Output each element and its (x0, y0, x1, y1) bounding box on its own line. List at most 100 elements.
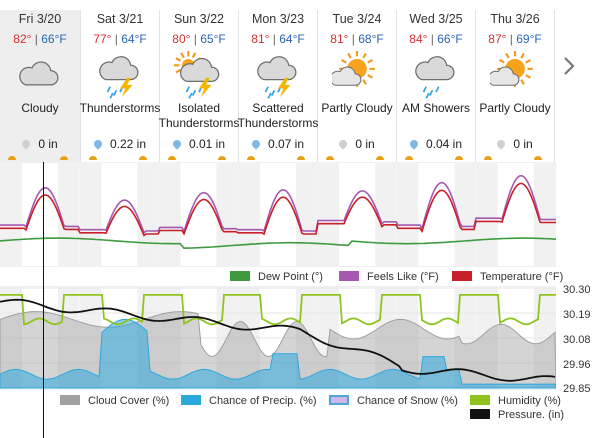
sunrise-icon (247, 156, 255, 160)
precip-amount: 0.01 in (160, 137, 238, 151)
chevron-right-icon (564, 57, 575, 75)
legend-humidity: Humidity (%) (470, 395, 561, 407)
night-band (58, 162, 79, 267)
condition-text: AM Showers (401, 101, 471, 115)
raindrop-icon (250, 138, 262, 150)
thunderstorm-icon (99, 56, 139, 99)
day-date: Sun 3/22 (173, 12, 225, 26)
legend-chance-precip: Chance of Precip. (%) (181, 395, 317, 407)
sun-times (160, 152, 238, 160)
precip-amount-value: 0 in (513, 137, 533, 151)
day-temps: 81° | 68°F (330, 32, 384, 46)
day-column[interactable]: Thu 3/26 87° | 69°F Partly Cloudy 0 in (476, 10, 555, 162)
legend-chance-precip-label: Chance of Precip. (%) (209, 395, 317, 407)
night-band (295, 162, 317, 267)
raindrop-icon (92, 138, 104, 150)
sunset-icon (218, 156, 226, 160)
high-temp: 81° (330, 32, 349, 46)
sunrise-icon (484, 156, 492, 160)
precip-amount: 0.04 in (397, 137, 475, 151)
sun-times (0, 152, 80, 160)
sun-times (476, 152, 554, 160)
temperature-line (0, 182, 556, 237)
chance-of-precip-area (0, 318, 556, 389)
pressure-tick-label: 30.19 (563, 309, 591, 321)
sunset-icon (60, 156, 68, 160)
precip-amount-value: 0 in (38, 137, 58, 151)
time-cursor[interactable] (43, 162, 44, 438)
condition-text: Thunderstorms (79, 101, 161, 115)
day-date: Thu 3/26 (490, 12, 540, 26)
legend-cloud-cover: Cloud Cover (%) (60, 395, 169, 407)
condition-text: Partly Cloudy (479, 101, 551, 115)
condition-text: Isolated Thunderstorms (158, 101, 240, 130)
legend-temperature-label: Temperature (°F) (480, 271, 564, 283)
sun-times (318, 152, 396, 160)
legend-feels-like: Feels Like (°F) (339, 271, 439, 283)
legend-humidity-label: Humidity (%) (498, 395, 561, 407)
raindrop-icon (495, 138, 507, 150)
night-band (317, 162, 340, 267)
night-band (396, 162, 419, 267)
high-temp: 84° (409, 32, 428, 46)
night-band (216, 162, 238, 267)
day-date: Wed 3/25 (409, 12, 463, 26)
raindrop-icon (337, 138, 349, 150)
isolated-thunderstorm-icon (174, 51, 220, 99)
low-temp: 65°F (200, 32, 226, 46)
day-temps: 80° | 65°F (172, 32, 226, 46)
feels-like-line (0, 175, 556, 235)
sun-times (239, 152, 317, 160)
day-column[interactable]: Sat 3/21 77° | 64°F Thunderstorms 0.22 in (80, 10, 160, 162)
legend-temperature: Temperature (°F) (452, 271, 563, 283)
legend-pressure-label: Pressure. (in) (498, 409, 565, 421)
precip-amount: 0 in (318, 137, 396, 151)
sun-times (81, 152, 159, 160)
pressure-tick-label: 30.30 (563, 284, 591, 296)
precip-amount: 0.07 in (239, 137, 317, 151)
precip-amount: 0.22 in (81, 137, 159, 151)
humidity-line (0, 294, 556, 326)
precip-amount-value: 0 in (355, 137, 375, 151)
pressure-line (0, 298, 556, 382)
day-column[interactable]: Wed 3/25 84° | 66°F AM Showers 0.04 in (397, 10, 476, 162)
legend-chance-snow: Chance of Snow (%) (329, 395, 458, 407)
legend-dew-point-label: Dew Point (°) (258, 271, 323, 283)
sun-times (397, 152, 475, 160)
day-column[interactable]: Tue 3/24 81° | 68°F Partly Cloudy 0 in (318, 10, 397, 162)
low-temp: 66°F (437, 32, 463, 46)
night-band (475, 162, 498, 267)
precip-amount-value: 0.01 in (188, 137, 226, 151)
sunrise-icon (168, 156, 176, 160)
condition-text: Cloudy (21, 101, 59, 115)
precip-amount-value: 0.07 in (267, 137, 305, 151)
day-temps: 81° | 64°F (251, 32, 305, 46)
night-band (375, 162, 397, 267)
legend-cloud-cover-label: Cloud Cover (%) (88, 395, 170, 407)
sunrise-icon (405, 156, 413, 160)
day-column[interactable]: Mon 3/23 81° | 64°F Scattered Thunderstorm… (238, 10, 318, 162)
sunset-icon (534, 156, 542, 160)
night-band (237, 162, 260, 267)
thunderstorm-icon (257, 56, 297, 99)
day-column[interactable]: Sun 3/22 80° | 65°F Isolated Thunderstorms… (159, 10, 239, 162)
raindrop-icon (171, 138, 183, 150)
low-temp: 66°F (41, 32, 67, 46)
sunrise-icon (8, 156, 16, 160)
day-date: Fri 3/20 (18, 12, 62, 26)
day-temps: 82° | 66°F (13, 32, 67, 46)
high-temp: 82° (13, 32, 32, 46)
temperature-chart (0, 162, 556, 267)
daily-forecast-strip: Fri 3/20 82° | 66°F Cloudy 0 in Sat 3/21 77° … (0, 10, 556, 162)
legend-pressure: Pressure. (in) (470, 409, 564, 421)
legend-feels-like-label: Feels Like (°F) (367, 271, 439, 283)
next-days-button[interactable] (562, 54, 576, 78)
showers-icon (415, 56, 455, 99)
sunset-icon (297, 156, 305, 160)
day-column[interactable]: Fri 3/20 82° | 66°F Cloudy 0 in (0, 10, 81, 162)
legend-chance-snow-label: Chance of Snow (%) (357, 395, 458, 407)
day-date: Sat 3/21 (96, 12, 144, 26)
sunrise-icon (326, 156, 334, 160)
precip-amount: 0 in (476, 137, 554, 151)
day-temps: 77° | 64°F (93, 32, 147, 46)
